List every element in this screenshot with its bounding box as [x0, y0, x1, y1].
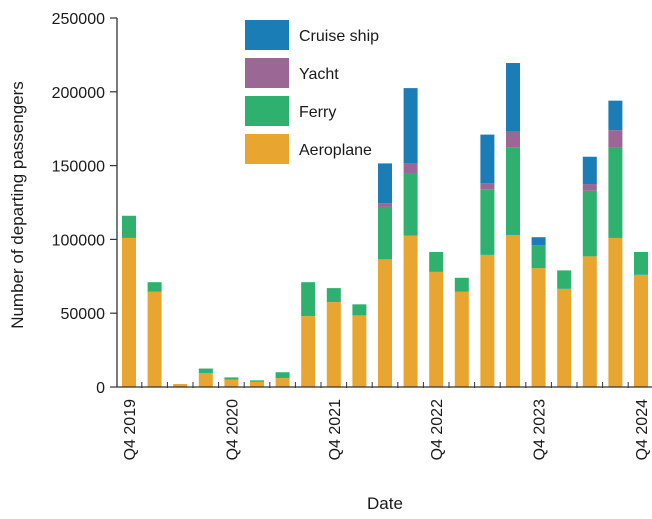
bar-ferry-10	[378, 206, 392, 260]
bar-aeroplane-18	[582, 256, 597, 387]
bar-aeroplane-13	[454, 291, 469, 387]
bar-yacht-10	[378, 203, 392, 207]
bar-cruise-ship-14	[480, 134, 495, 184]
bar-cruise-ship-11	[403, 88, 418, 164]
legend-label-ferry: Ferry	[299, 104, 336, 121]
y-tick-label: 100000	[52, 232, 105, 249]
bar-aeroplane-10	[378, 259, 392, 387]
y-axis-label: Number of departing passengers	[8, 81, 27, 329]
legend-label-aeroplane: Aeroplane	[299, 142, 372, 159]
bar-yacht-19	[608, 130, 623, 148]
bar-ferry-13	[454, 277, 469, 292]
bar-ferry-19	[608, 147, 623, 238]
bar-cruise-ship-19	[608, 100, 623, 131]
bar-aeroplane-14	[480, 254, 495, 387]
bar-aeroplane-6	[275, 378, 290, 387]
bar-cruise-ship-10	[378, 163, 392, 204]
bar-ferry-11	[403, 172, 418, 236]
bar-aeroplane-16	[531, 268, 546, 387]
x-tick-label: Q4 2019	[122, 399, 139, 460]
bar-ferry-18	[582, 190, 597, 257]
bar-aeroplane-8	[326, 302, 341, 387]
bar-ferry-12	[429, 251, 444, 272]
bar-aeroplane-3	[198, 372, 213, 387]
bar-aeroplane-2	[173, 384, 188, 387]
bar-ferry-6	[275, 372, 290, 379]
x-tick-label: Q4 2023	[532, 399, 549, 460]
bar-ferry-0	[122, 215, 136, 238]
bar-aeroplane-12	[429, 271, 444, 387]
bars-layer	[122, 63, 648, 387]
x-axis-label: Date	[367, 494, 403, 513]
bar-aeroplane-1	[147, 291, 162, 387]
y-tick-label: 0	[96, 380, 105, 397]
legend-swatch-ferry	[245, 96, 289, 126]
bar-yacht-18	[582, 184, 597, 191]
legend-swatch-cruise-ship	[245, 20, 289, 50]
bar-aeroplane-5	[250, 381, 264, 387]
bar-cruise-ship-15	[506, 63, 520, 132]
bar-aeroplane-15	[506, 234, 520, 387]
bar-aeroplane-4	[224, 379, 239, 387]
y-tick-label: 250000	[52, 11, 105, 28]
bar-cruise-ship-16	[531, 237, 546, 246]
legend-label-cruise-ship: Cruise ship	[299, 28, 379, 45]
bar-ferry-7	[301, 282, 316, 317]
y-tick-label: 200000	[52, 85, 105, 102]
bar-cruise-ship-18	[582, 156, 597, 185]
legend-swatch-aeroplane	[245, 134, 289, 164]
bar-aeroplane-11	[403, 235, 418, 387]
axes-layer	[116, 18, 652, 388]
bar-yacht-14	[480, 183, 495, 190]
x-ticks: Q4 2019 Q4 2020 Q4 2021 Q4 2022 Q4 2023 Q4 20…	[122, 382, 651, 460]
bar-ferry-5	[250, 380, 264, 382]
bar-aeroplane-0	[122, 237, 136, 387]
legend-label-yacht: Yacht	[299, 66, 339, 83]
bar-ferry-4	[224, 377, 239, 380]
bar-aeroplane-17	[557, 288, 572, 387]
bar-aeroplane-7	[301, 316, 316, 387]
bar-aeroplane-20	[634, 274, 648, 387]
legend: Cruise ship Yacht Ferry Aeroplane	[245, 20, 379, 164]
bar-ferry-3	[198, 368, 213, 373]
bar-ferry-20	[634, 251, 648, 275]
x-tick-label: Q4 2021	[327, 399, 344, 460]
bar-ferry-8	[326, 288, 341, 303]
bar-ferry-17	[557, 270, 572, 289]
bar-aeroplane-9	[352, 315, 367, 387]
x-tick-label: Q4 2020	[224, 399, 241, 460]
legend-swatch-yacht	[245, 58, 289, 88]
bar-yacht-15	[506, 131, 520, 148]
x-tick-label: Q4 2024	[634, 399, 651, 460]
bar-aeroplane-19	[608, 237, 623, 387]
y-ticks: 0 50000 100000 150000 200000 250000	[52, 11, 117, 397]
y-tick-label: 150000	[52, 159, 105, 176]
bar-ferry-16	[531, 245, 546, 269]
y-tick-label: 50000	[61, 306, 106, 323]
bar-ferry-15	[506, 147, 520, 235]
bar-ferry-14	[480, 189, 495, 255]
bar-ferry-9	[352, 304, 367, 316]
bar-ferry-1	[147, 282, 162, 292]
bar-yacht-11	[403, 163, 418, 173]
x-tick-label: Q4 2022	[429, 399, 446, 460]
